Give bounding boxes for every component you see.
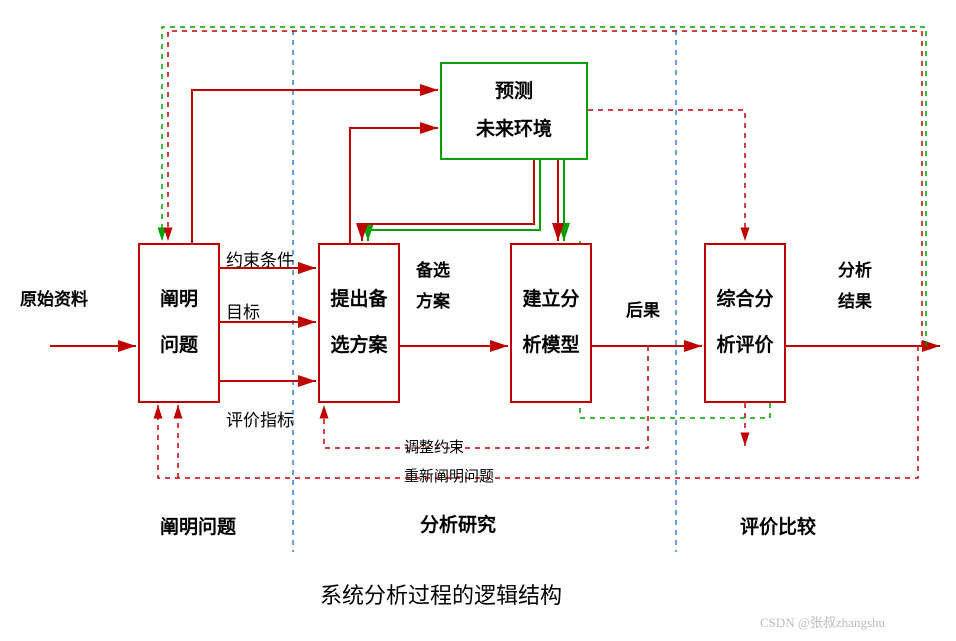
watermark: CSDN @张叔zhangshu xyxy=(760,612,885,631)
arrow-predict-evaluate xyxy=(588,110,745,241)
node-model: 建立分 析模型 xyxy=(510,243,592,403)
phase-clarify: 阐明问题 xyxy=(160,512,236,539)
label-output-l2: 结果 xyxy=(838,292,872,311)
node-predict: 预测 未来环境 xyxy=(440,62,588,160)
label-candidate: 备选 方案 xyxy=(416,256,450,317)
node-clarify-l1: 阐明 xyxy=(160,277,198,323)
label-consequence: 后果 xyxy=(626,296,660,321)
label-criteria: 评价指标 xyxy=(226,406,294,431)
node-predict-l1: 预测 xyxy=(495,73,533,111)
label-constraint-text: 约束条件 xyxy=(226,251,294,270)
diagram-title: 系统分析过程的逻辑结构 xyxy=(320,578,562,610)
label-input: 原始资料 xyxy=(20,285,88,310)
watermark-text: CSDN @张叔zhangshu xyxy=(760,615,885,630)
label-output-l1: 分析 xyxy=(838,261,872,280)
label-goal-text: 目标 xyxy=(226,303,260,322)
phase-analyze: 分析研究 xyxy=(420,510,496,537)
label-adjust: 调整约束 xyxy=(404,436,464,457)
node-clarify: 阐明 问题 xyxy=(138,243,220,403)
label-constraint: 约束条件 xyxy=(226,246,294,271)
phase-evaluate-text: 评价比较 xyxy=(740,517,816,538)
node-propose-l2: 选方案 xyxy=(330,323,387,369)
label-goal: 目标 xyxy=(226,298,260,323)
node-evaluate-l1: 综合分 xyxy=(716,277,773,323)
arrow-predict-propose-g xyxy=(368,160,540,241)
label-candidate-l1: 备选 xyxy=(416,261,450,280)
node-evaluate-l2: 析评价 xyxy=(716,323,773,369)
label-consequence-text: 后果 xyxy=(626,301,660,320)
flowchart-diagram: 预测 未来环境 阐明 问题 提出备 选方案 建立分 析模型 综合分 析评价 原始… xyxy=(0,0,956,641)
label-adjust-text: 调整约束 xyxy=(404,440,464,456)
phase-analyze-text: 分析研究 xyxy=(420,515,496,536)
arrow-propose-predict xyxy=(350,128,438,243)
node-clarify-l2: 问题 xyxy=(160,323,198,369)
label-input-text: 原始资料 xyxy=(20,290,88,309)
label-candidate-l2: 方案 xyxy=(416,292,450,311)
label-reclarify-text: 重新阐明问题 xyxy=(404,469,494,485)
label-criteria-text: 评价指标 xyxy=(226,411,294,430)
node-model-l1: 建立分 xyxy=(522,277,579,323)
node-evaluate: 综合分 析评价 xyxy=(704,243,786,403)
label-reclarify: 重新阐明问题 xyxy=(404,465,494,486)
node-model-l2: 析模型 xyxy=(522,323,579,369)
node-propose: 提出备 选方案 xyxy=(318,243,400,403)
diagram-title-text: 系统分析过程的逻辑结构 xyxy=(320,583,562,608)
arrow-predict-propose-r xyxy=(362,160,534,241)
label-output: 分析 结果 xyxy=(838,256,872,317)
arrow-clarify-predict xyxy=(192,90,438,243)
phase-clarify-text: 阐明问题 xyxy=(160,517,236,538)
node-propose-l1: 提出备 xyxy=(330,277,387,323)
node-predict-l2: 未来环境 xyxy=(476,111,552,149)
phase-evaluate: 评价比较 xyxy=(740,512,816,539)
